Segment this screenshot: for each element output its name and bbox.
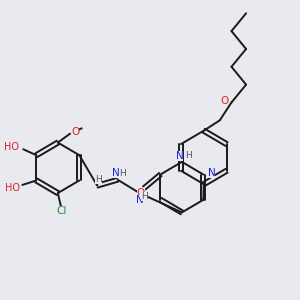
Text: HO: HO bbox=[4, 142, 19, 152]
Text: N: N bbox=[112, 168, 120, 178]
Text: O: O bbox=[137, 188, 145, 198]
Text: O: O bbox=[71, 127, 80, 137]
Text: HO: HO bbox=[5, 183, 20, 193]
Text: H: H bbox=[141, 192, 148, 201]
Text: N: N bbox=[208, 168, 215, 178]
Text: H: H bbox=[119, 169, 126, 178]
Text: H: H bbox=[185, 152, 192, 160]
Text: Cl: Cl bbox=[57, 206, 67, 216]
Text: N: N bbox=[136, 195, 144, 205]
Text: H: H bbox=[95, 175, 102, 184]
Text: N: N bbox=[176, 151, 183, 161]
Text: O: O bbox=[220, 96, 228, 106]
